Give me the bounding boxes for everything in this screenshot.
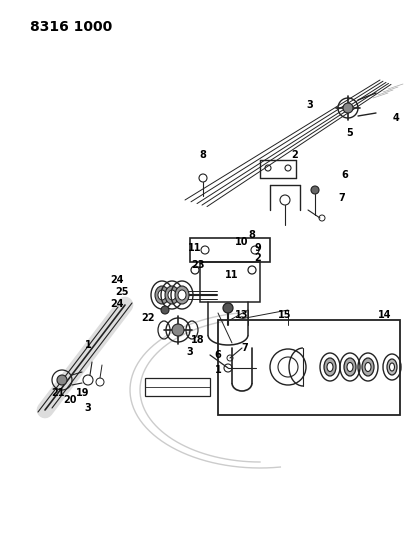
Ellipse shape xyxy=(178,290,186,300)
Circle shape xyxy=(161,306,169,314)
Text: 13: 13 xyxy=(235,310,248,320)
Text: 20: 20 xyxy=(63,395,76,405)
Circle shape xyxy=(222,303,232,313)
Text: 21: 21 xyxy=(51,388,65,398)
Ellipse shape xyxy=(323,358,335,376)
Text: 7: 7 xyxy=(241,343,248,353)
Text: 7: 7 xyxy=(338,193,344,203)
Text: 14: 14 xyxy=(378,310,391,320)
Text: 19: 19 xyxy=(76,388,90,398)
Text: 1: 1 xyxy=(214,365,221,375)
Text: 9: 9 xyxy=(254,243,261,253)
Ellipse shape xyxy=(157,290,166,300)
Text: 4: 4 xyxy=(392,113,398,123)
Text: 11: 11 xyxy=(188,243,201,253)
Bar xyxy=(200,262,259,302)
Circle shape xyxy=(57,375,67,385)
Text: 1: 1 xyxy=(84,340,91,350)
Bar xyxy=(189,238,270,262)
Ellipse shape xyxy=(389,363,393,371)
Circle shape xyxy=(310,186,318,194)
Circle shape xyxy=(342,103,352,113)
Text: 2: 2 xyxy=(254,253,261,263)
Ellipse shape xyxy=(326,362,332,372)
Text: 15: 15 xyxy=(278,310,291,320)
Text: 22: 22 xyxy=(141,313,154,323)
Text: 23: 23 xyxy=(191,260,204,270)
Ellipse shape xyxy=(164,286,179,304)
Ellipse shape xyxy=(361,358,373,376)
Ellipse shape xyxy=(386,359,396,375)
Text: 6: 6 xyxy=(341,170,348,180)
Text: 3: 3 xyxy=(186,347,193,357)
Ellipse shape xyxy=(364,362,370,372)
Ellipse shape xyxy=(168,290,175,300)
Text: 8: 8 xyxy=(248,230,255,240)
Text: 3: 3 xyxy=(306,100,312,110)
Text: 8: 8 xyxy=(199,150,206,160)
Circle shape xyxy=(172,324,184,336)
Text: 6: 6 xyxy=(214,350,221,360)
Text: 10: 10 xyxy=(235,237,248,247)
Text: 11: 11 xyxy=(225,270,238,280)
Ellipse shape xyxy=(155,286,169,304)
Bar xyxy=(145,378,209,396)
Text: 2: 2 xyxy=(291,150,298,160)
Text: 25: 25 xyxy=(115,287,128,297)
Text: 18: 18 xyxy=(191,335,204,345)
Ellipse shape xyxy=(343,358,355,376)
Text: 24: 24 xyxy=(110,275,124,285)
Text: 8316 1000: 8316 1000 xyxy=(30,20,112,34)
Ellipse shape xyxy=(346,362,352,372)
Text: 5: 5 xyxy=(346,128,353,138)
Bar xyxy=(218,320,399,415)
Text: 3: 3 xyxy=(84,403,91,413)
Text: 24: 24 xyxy=(110,299,124,309)
Ellipse shape xyxy=(175,286,189,304)
